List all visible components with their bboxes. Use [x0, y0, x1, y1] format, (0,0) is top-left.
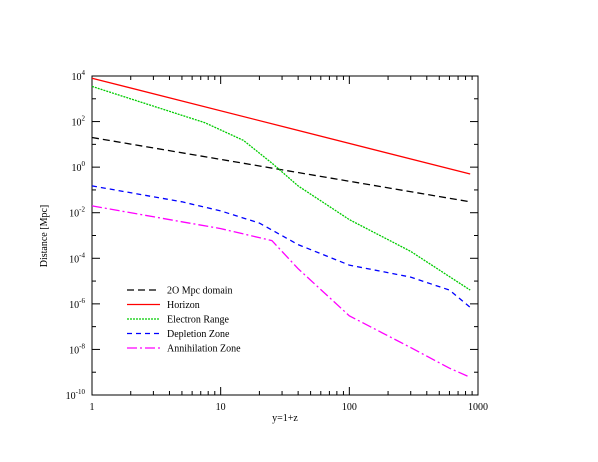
y-tick-label: 104 [72, 69, 86, 83]
series-layer [91, 77, 471, 378]
series-line-4 [91, 185, 471, 308]
y-tick-base: 10 [69, 300, 79, 311]
series-line-5 [91, 205, 471, 378]
y-tick-label: 102 [72, 115, 86, 129]
y-tick-label: 10-10 [66, 388, 86, 402]
y-tick-exponent: -8 [79, 342, 85, 350]
y-tick-base: 10 [69, 209, 79, 220]
legend-label: Electron Range [167, 315, 229, 326]
y-tick-base: 10 [72, 118, 82, 129]
y-tick-base: 10 [69, 345, 79, 356]
series-line-2 [91, 77, 471, 175]
legend-label: Horizon [167, 300, 200, 311]
x-tick-label: 1 [90, 402, 95, 413]
legend: 2O Mpc domain Horizon Electron Range Deplet… [127, 286, 241, 355]
legend-label: Annihilation Zone [167, 344, 241, 355]
legend-label: 2O Mpc domain [167, 286, 233, 297]
y-tick-label: 100 [72, 160, 86, 174]
y-tick-base: 10 [72, 163, 82, 174]
y-tick-exponent: -6 [79, 297, 85, 305]
y-tick-label: 10-2 [69, 206, 85, 220]
series-line-1 [91, 136, 471, 203]
legend-label: Depletion Zone [167, 329, 230, 340]
x-tick-label: 10 [216, 402, 226, 413]
series-line-3 [91, 85, 471, 291]
y-tick-exponent: -4 [79, 251, 85, 259]
y-tick-exponent: 0 [82, 160, 86, 168]
y-tick-exponent: 4 [82, 69, 86, 77]
y-tick-exponent: -10 [76, 388, 86, 396]
y-tick-exponent: -2 [79, 206, 85, 214]
x-axis-title: y=1+z [272, 413, 298, 424]
y-axis-title: Distance [Mpc] [39, 205, 50, 267]
x-tick-label: 1000 [468, 402, 488, 413]
y-tick-label: 10-8 [69, 342, 85, 356]
y-tick-label: 10-4 [69, 251, 85, 265]
x-tick-label: 100 [342, 402, 357, 413]
y-tick-exponent: 2 [82, 115, 86, 123]
y-tick-base: 10 [69, 254, 79, 265]
y-tick-base: 10 [66, 391, 76, 402]
y-tick-label: 10-6 [69, 297, 85, 311]
y-tick-base: 10 [72, 72, 82, 83]
plot-frame [91, 75, 479, 396]
